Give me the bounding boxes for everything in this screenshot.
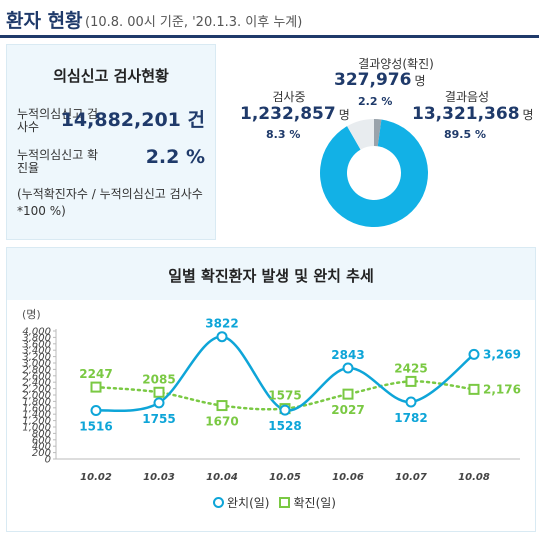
recovered-point: [153, 397, 165, 409]
test-summary-title: 의심신고 검사현황: [53, 67, 169, 85]
positive-rate-note: (누적확진자수 / 누적의심신고 검사수 *100 %): [17, 187, 203, 218]
y-tick-label: 3,400: [22, 346, 51, 357]
positive-value: 327,976 명: [334, 70, 426, 90]
confirmed-point: [153, 386, 165, 398]
x-tick-label: 10.07: [395, 472, 427, 483]
positive-label: 결과양성(확진): [358, 57, 434, 71]
y-tick-label: 1,800: [22, 397, 51, 408]
page-header: 환자 현황 (10.8. 00시 기준, '20.1.3. 이후 누계): [0, 0, 539, 38]
page-subtitle: (10.8. 00시 기준, '20.1.3. 이후 누계): [85, 15, 303, 30]
trend-title: 일별 확진환자 발생 및 완치 추세: [168, 267, 374, 285]
y-tick-label: 3,200: [22, 352, 51, 363]
donut-slice-testing: [347, 119, 374, 150]
positive-rate-label: 누적의심신고 확진율: [17, 148, 99, 175]
confirmed-data-label: 2027: [331, 403, 364, 417]
confirmed-legend-label: 확진(일): [293, 496, 336, 510]
testing-label: 검사중: [272, 90, 306, 104]
y-tick-label: 4,000: [22, 327, 51, 338]
trend-header: 일별 확진환자 발생 및 완치 추세: [7, 248, 535, 300]
testing-value: 1,232,857 명: [240, 104, 350, 124]
tested-label: 누적의심신고 검사수: [17, 107, 99, 134]
recovered-data-label: 1755: [142, 412, 175, 426]
test-result-donut: [320, 119, 428, 227]
y-tick-label: 800: [32, 429, 51, 440]
y-tick-label: 1,600: [22, 403, 51, 414]
positive-rate-value: 2.2 %: [145, 146, 205, 168]
x-tick-label: 10.04: [206, 472, 238, 483]
confirmed-point: [405, 375, 417, 387]
y-tick-label: 2,400: [22, 378, 51, 389]
y-tick-label: 3,800: [22, 333, 51, 344]
y-tick-label: 600: [32, 435, 51, 446]
recovered-point: [279, 404, 291, 416]
donut-slice-positive: [374, 119, 382, 147]
y-tick-label: 1,400: [22, 410, 51, 421]
y-tick-label: 1,000: [22, 423, 51, 434]
confirmed-data-label: 2425: [394, 361, 427, 375]
negative-pct: 89.5 %: [444, 128, 486, 141]
confirmed-point: [90, 381, 102, 393]
y-tick-label: 1,200: [22, 416, 51, 427]
recovered-point: [216, 331, 228, 343]
y-tick-label: 3,000: [22, 359, 51, 370]
confirmed-point: [216, 400, 228, 412]
x-tick-label: 10.02: [80, 472, 112, 483]
y-tick-label: 2,200: [22, 384, 51, 395]
y-tick-label: 200: [32, 448, 51, 459]
y-tick-label: 2,000: [22, 391, 51, 402]
y-tick-label: 2,600: [22, 371, 51, 382]
trend-legend: 완치(일) 확진(일): [213, 494, 336, 511]
confirmed-data-label: 2247: [79, 367, 112, 381]
x-tick-label: 10.03: [143, 472, 175, 483]
page-title: 환자 현황: [6, 10, 83, 32]
recovered-data-label: 1782: [394, 411, 427, 425]
recovered-data-label: 1516: [79, 419, 112, 433]
y-tick-label: 400: [32, 442, 51, 453]
recovered-point: [468, 348, 480, 360]
negative-label: 결과음성: [444, 90, 490, 104]
x-tick-label: 10.06: [332, 472, 364, 483]
donut-slice-negative: [320, 119, 428, 227]
testing-pct: 8.3 %: [266, 128, 301, 141]
confirmed-data-label: 2085: [142, 372, 175, 386]
recovered-legend-marker: [213, 497, 224, 508]
trend-panel: 일별 확진환자 발생 및 완치 추세: [6, 247, 536, 532]
x-tick-label: 10.05: [269, 472, 301, 483]
recovered-point: [342, 362, 354, 374]
recovered-data-label: 1528: [268, 419, 301, 433]
tested-value: 14,882,201 건: [60, 109, 205, 131]
confirmed-data-label: 1670: [205, 415, 238, 429]
confirmed-legend-marker: [279, 497, 291, 508]
recovered-data-label: 3,269: [483, 347, 521, 361]
recovered-legend-label: 완치(일): [227, 496, 270, 510]
y-tick-label: 3,600: [22, 339, 51, 350]
x-tick-label: 10.08: [458, 472, 490, 483]
positive-pct: 2.2 %: [358, 95, 393, 108]
recovered-point: [90, 404, 102, 416]
confirmed-point: [342, 388, 354, 400]
confirmed-data-label: 1575: [268, 389, 301, 403]
recovered-data-label: 3822: [205, 317, 238, 331]
y-axis-label: (명): [22, 308, 41, 321]
confirmed-data-label: 2,176: [483, 382, 521, 396]
confirmed-point: [468, 383, 480, 395]
test-result-donut-panel: 결과양성(확진) 327,976 명 2.2 % 검사중 1,232,857 명 8…: [218, 44, 536, 240]
test-summary-panel: 의심신고 검사현황 누적의심신고 검사수 14,882,201 건 누적의심신고…: [6, 44, 216, 240]
y-tick-label: 2,800: [22, 365, 51, 376]
recovered-data-label: 2843: [331, 348, 364, 362]
negative-value: 13,321,368 명: [412, 104, 534, 124]
y-tick-label: 0: [45, 455, 51, 466]
recovered-point: [405, 396, 417, 408]
